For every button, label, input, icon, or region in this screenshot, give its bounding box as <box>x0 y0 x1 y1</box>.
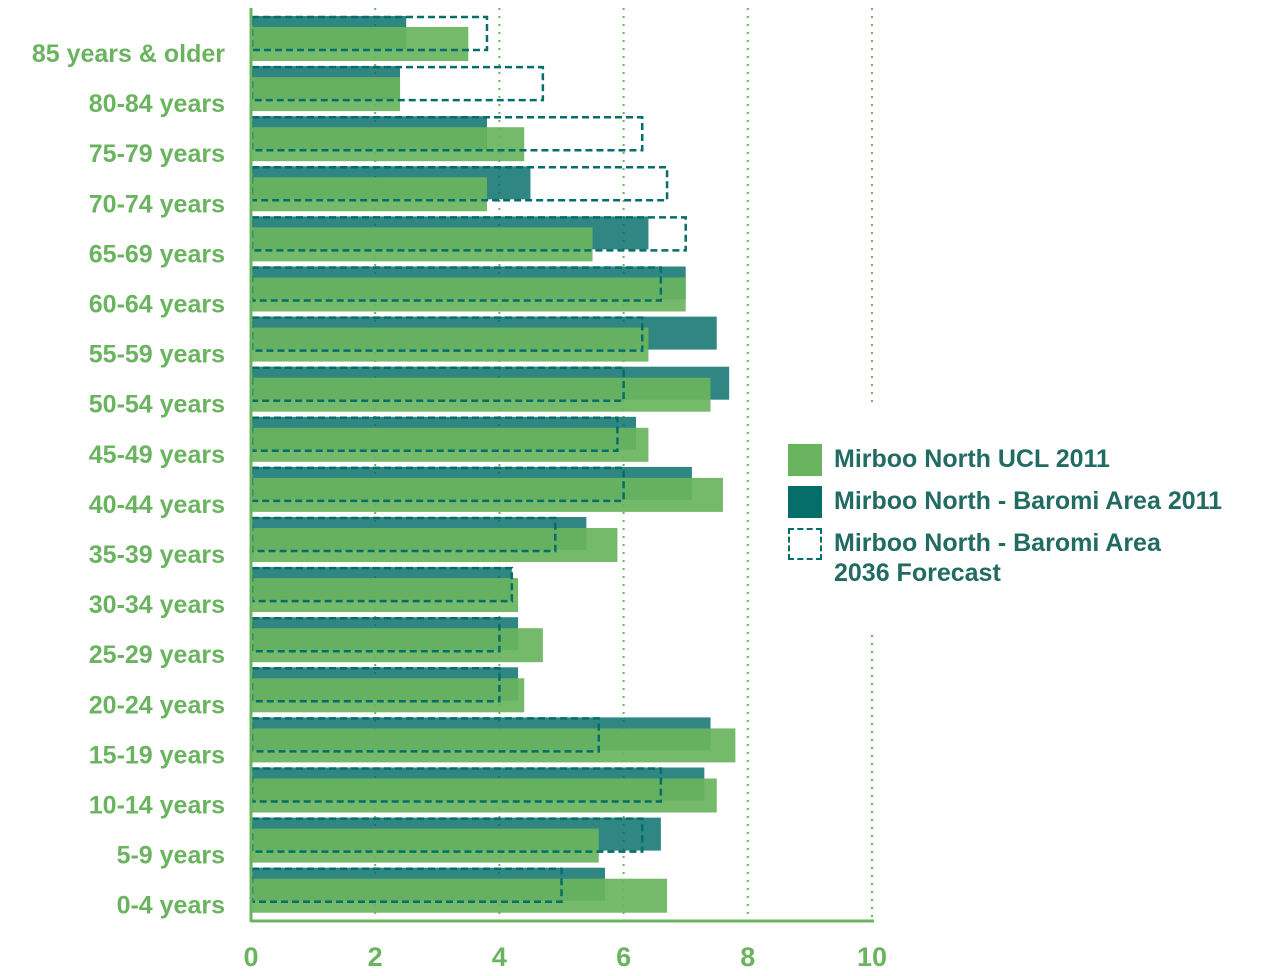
legend-label-forecast-line-1: Mirboo North - Baromi Area <box>834 529 1161 557</box>
legend-swatch-baromi-2011 <box>788 486 822 518</box>
y-tick-label-65-69-years: 65-69 years <box>89 240 225 268</box>
bar-ucl-2011-85-years-and-older <box>251 27 469 61</box>
bar-forecast-2036-45-49-years <box>250 416 619 453</box>
y-tick-label-75-79-years: 75-79 years <box>89 140 225 168</box>
bar-ucl-2011-70-74-years <box>251 177 487 212</box>
legend-swatch-forecast-2036 <box>788 528 822 560</box>
bar-ucl-2011-80-84-years <box>251 77 401 112</box>
y-tick-label-45-49-years: 45-49 years <box>89 441 225 469</box>
legend-item-ucl-2011: Mirboo North UCL 2011 <box>788 444 1276 476</box>
bar-ucl-2011-60-64-years <box>251 277 686 312</box>
y-tick-label-35-39-years: 35-39 years <box>89 541 225 569</box>
x-tick-label-0: 0 <box>243 942 258 971</box>
y-tick-label-70-74-years: 70-74 years <box>89 190 225 218</box>
legend-item-forecast-2036: Mirboo North - Baromi Area 2036 Forecast <box>788 528 1276 588</box>
y-tick-label-40-44-years: 40-44 years <box>89 491 225 519</box>
legend-item-baromi-2011: Mirboo North - Baromi Area 2011 <box>788 486 1276 518</box>
bar-forecast-2036-30-34-years <box>250 566 514 603</box>
bar-ucl-2011-40-44-years <box>251 477 723 512</box>
y-tick-label-55-59-years: 55-59 years <box>89 341 225 369</box>
bar-ucl-2011-0-4-years <box>251 878 668 913</box>
y-tick-label-10-14-years: 10-14 years <box>89 792 225 820</box>
y-tick-label-5-9-years: 5-9 years <box>117 842 225 870</box>
y-tick-label-20-24-years: 20-24 years <box>89 691 225 719</box>
bar-ucl-2011-50-54-years <box>251 377 711 412</box>
bar-forecast-2036-70-74-years <box>250 166 669 202</box>
x-tick-label-2: 2 <box>368 942 383 971</box>
legend-label-baromi-2011: Mirboo North - Baromi Area 2011 <box>834 487 1223 515</box>
y-tick-label-30-34-years: 30-34 years <box>89 591 225 619</box>
x-tick-label-4: 4 <box>492 942 507 971</box>
y-tick-label-0-4-years: 0-4 years <box>117 892 225 920</box>
bar-forecast-2036-35-39-years <box>250 516 557 553</box>
x-tick-label-8: 8 <box>740 942 755 971</box>
legend-label-forecast-line-2: 2036 Forecast <box>834 559 1001 587</box>
y-tick-label-25-29-years: 25-29 years <box>89 641 225 669</box>
legend-label-ucl-2011: Mirboo North UCL 2011 <box>834 445 1110 473</box>
bar-forecast-2036-10-14-years <box>250 767 663 803</box>
bar-ucl-2011-10-14-years <box>251 778 717 813</box>
x-tick-label-10: 10 <box>857 942 887 971</box>
bar-ucl-2011-30-34-years <box>251 578 519 613</box>
x-tick-label-6: 6 <box>616 942 631 971</box>
bar-forecast-2036-0-4-years <box>250 867 563 903</box>
legend-swatch-ucl-2011 <box>788 444 822 476</box>
y-tick-label-50-54-years: 50-54 years <box>89 391 225 419</box>
bar-ucl-2011-45-49-years <box>251 427 649 462</box>
chart-legend: Mirboo North UCL 2011 Mirboo North - Bar… <box>788 444 1276 600</box>
y-tick-label-15-19-years: 15-19 years <box>89 741 225 769</box>
bar-ucl-2011-15-19-years <box>251 728 736 763</box>
y-tick-label-80-84-years: 80-84 years <box>89 90 225 118</box>
bar-ucl-2011-35-39-years <box>251 528 618 562</box>
bar-ucl-2011-75-79-years <box>251 127 525 162</box>
bar-ucl-2011-20-24-years <box>251 678 525 713</box>
y-tick-label-60-64-years: 60-64 years <box>89 291 225 319</box>
bar-ucl-2011-5-9-years <box>251 828 599 863</box>
bar-ucl-2011-65-69-years <box>251 227 593 262</box>
bar-ucl-2011-25-29-years <box>251 628 543 663</box>
y-tick-label-85-years-and-older: 85 years & older <box>32 40 225 68</box>
bar-ucl-2011-55-59-years <box>251 327 649 362</box>
bar-forecast-2036-60-64-years <box>250 266 663 302</box>
